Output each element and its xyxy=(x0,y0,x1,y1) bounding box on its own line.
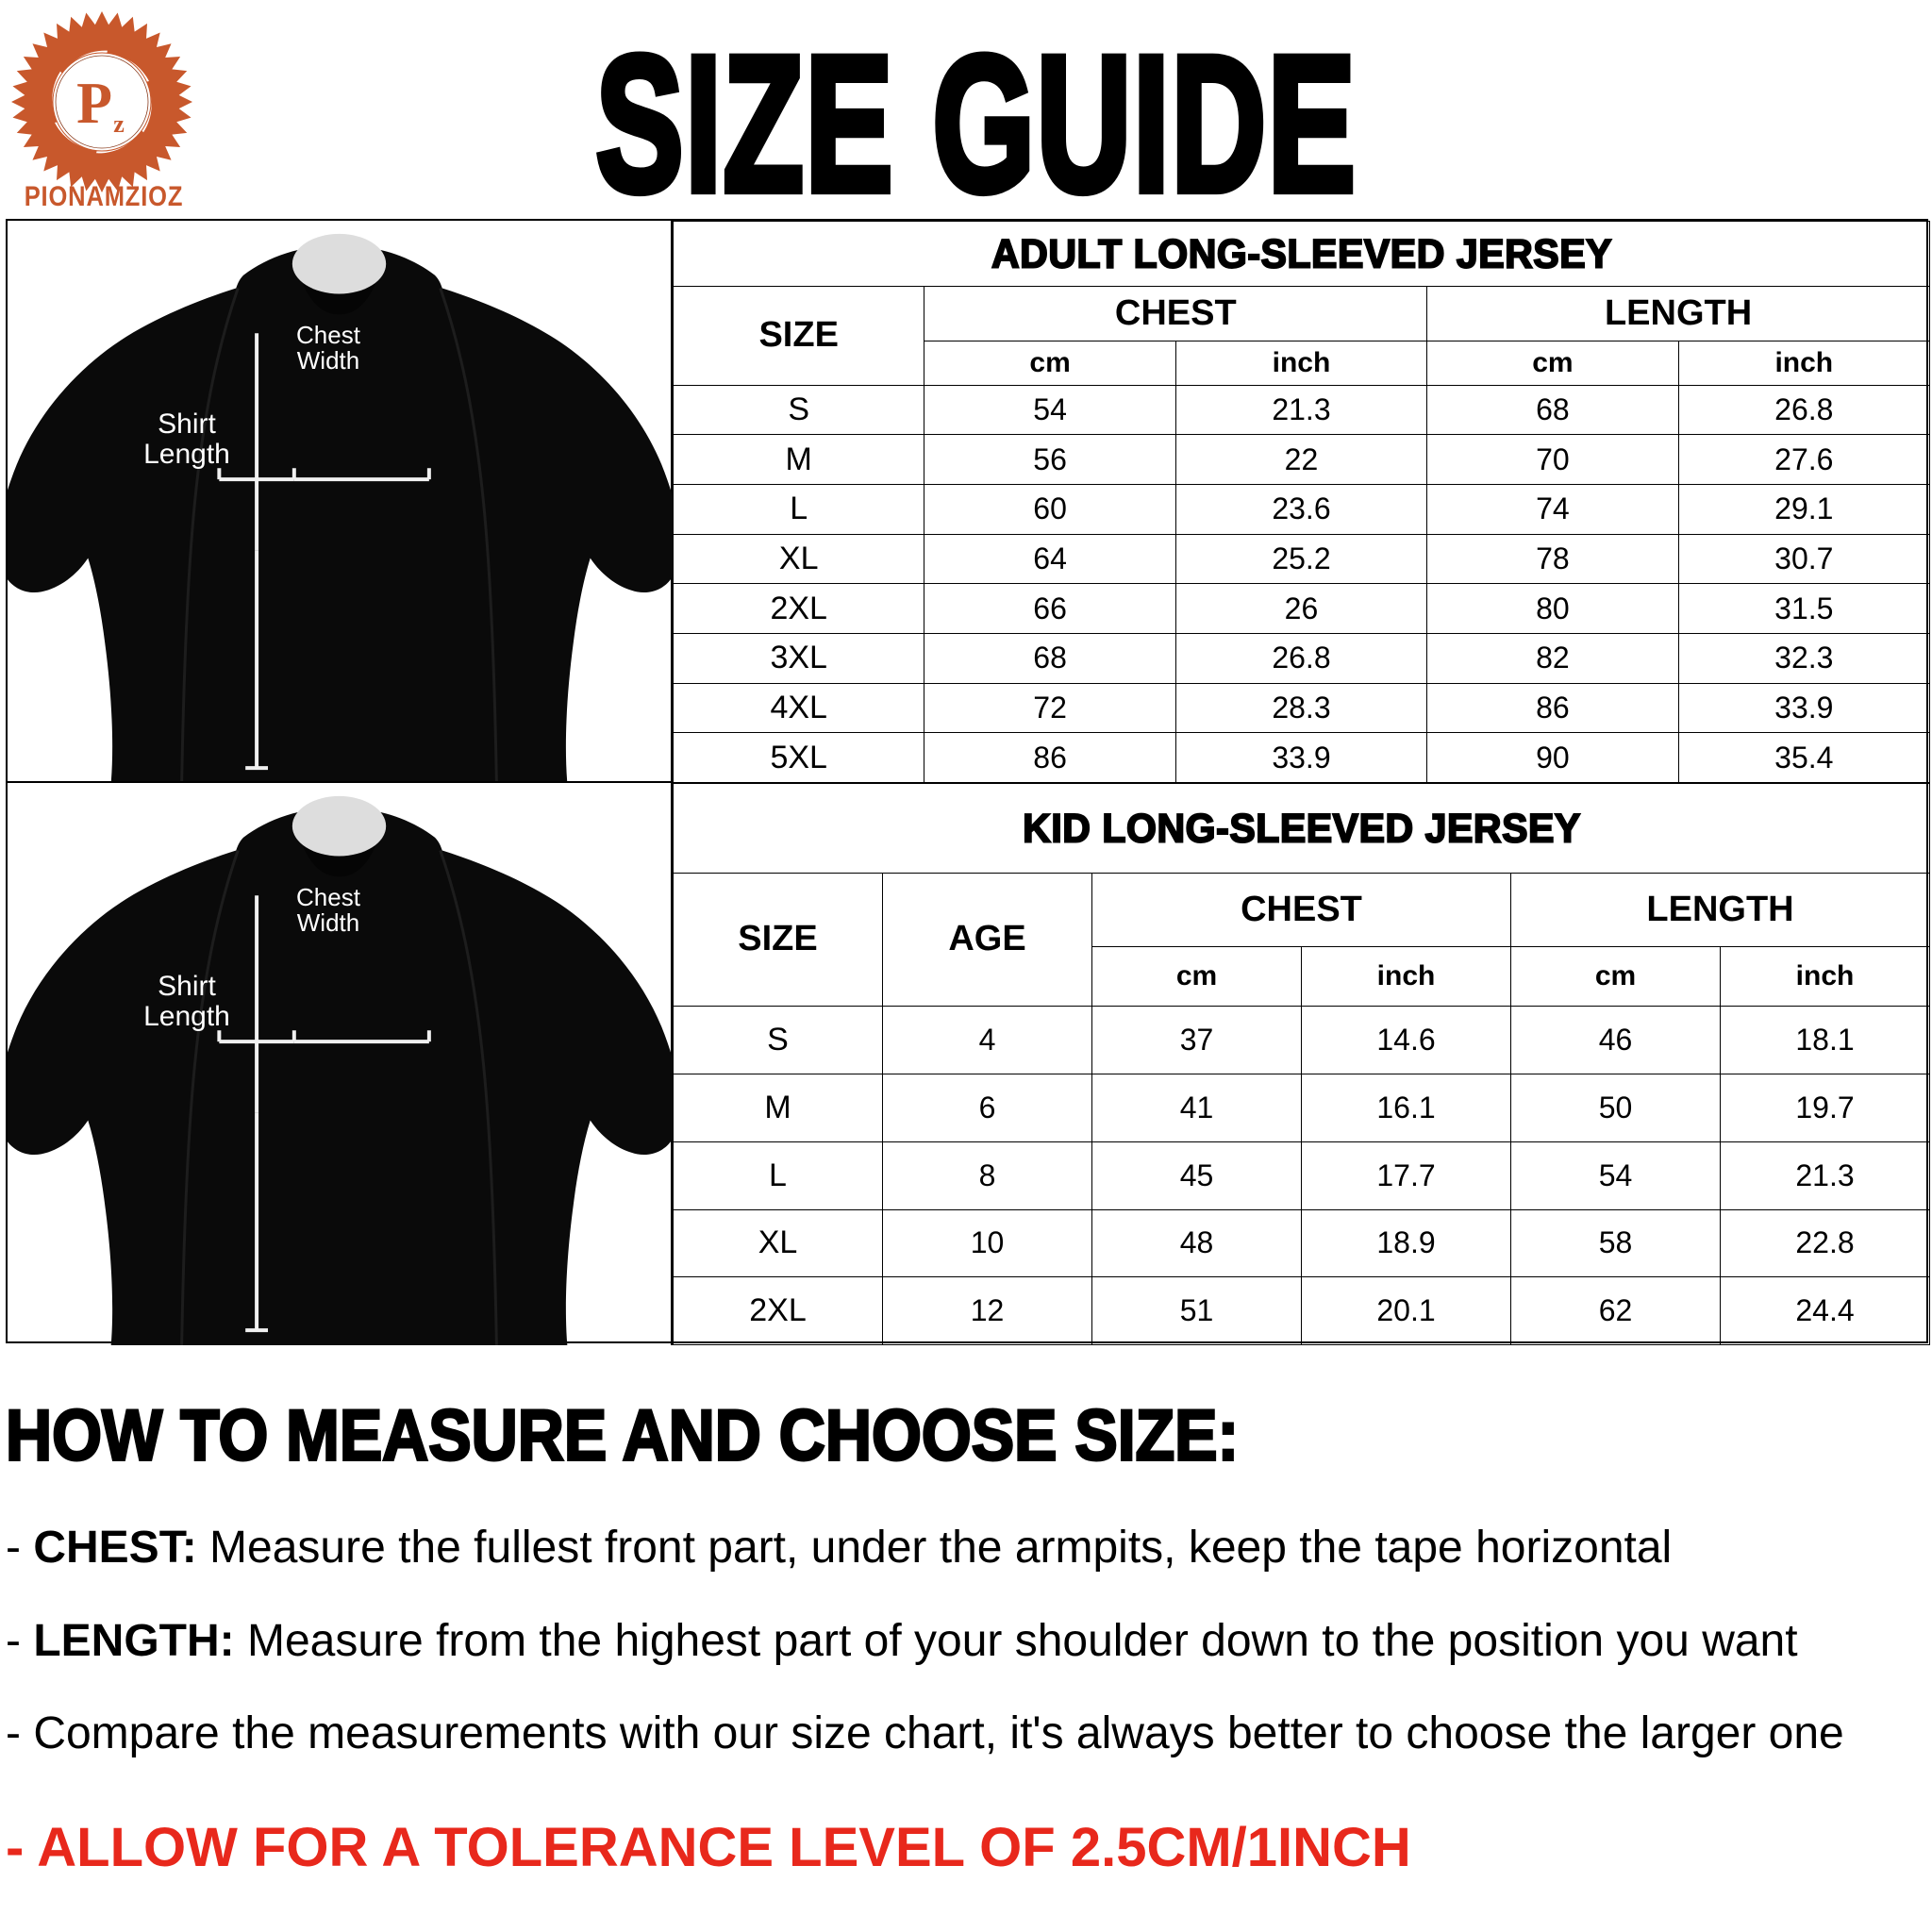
svg-text:P: P xyxy=(76,72,112,136)
svg-text:z: z xyxy=(113,110,125,138)
